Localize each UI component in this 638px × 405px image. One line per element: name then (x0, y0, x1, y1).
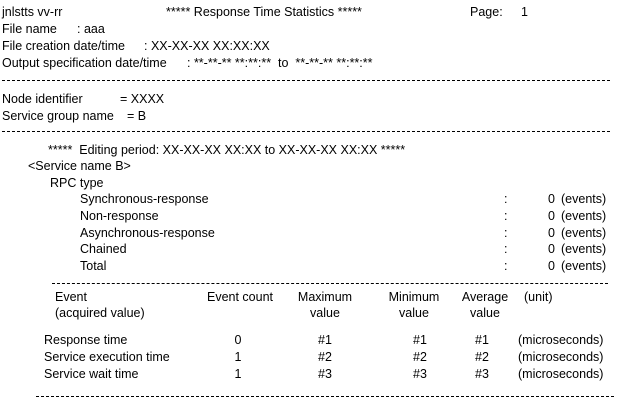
rpc-row-label: Chained (80, 242, 127, 256)
rpc-row-separator: : (504, 209, 508, 223)
separator-rule (2, 80, 610, 81)
event-row-name: Service wait time (44, 367, 139, 381)
node-identifier-value: = XXXX (120, 92, 165, 106)
rpc-row-label: Synchronous-response (80, 192, 209, 206)
rpc-row-label: Asynchronous-response (80, 226, 215, 240)
event-row-unit: (microseconds) (518, 367, 604, 381)
file-name-value: : aaa (77, 22, 105, 36)
rpc-row-label: Non-response (80, 209, 159, 223)
service-group-label: Service group name (2, 109, 114, 123)
page-label: Page: (470, 5, 503, 19)
rpc-row-unit: (events) (561, 192, 607, 206)
event-row-min: #3 (413, 367, 427, 381)
event-row-unit: (microseconds) (518, 333, 604, 347)
output-spec-value: : **-**-** **:**:** to **-**-** **:**:** (187, 56, 373, 70)
rpc-row-separator: : (504, 226, 508, 240)
rpc-row-separator: : (504, 192, 508, 206)
node-identifier-label: Node identifier (2, 92, 83, 106)
rpc-row-label: Total (80, 259, 107, 273)
header-average-value: value (470, 306, 500, 320)
file-creation-label: File creation date/time (2, 39, 125, 53)
rpc-row-unit: (events) (561, 259, 607, 273)
header-acquired-value: (acquired value) (55, 306, 145, 320)
separator-rule (52, 283, 608, 284)
event-row-max: #2 (318, 350, 332, 364)
header-average: Average (461, 290, 509, 304)
event-row-name: Response time (44, 333, 128, 347)
rpc-row-unit: (events) (561, 242, 607, 256)
rpc-row-count: 0 (548, 192, 555, 206)
header-minimum-value: value (399, 306, 429, 320)
file-name-label: File name (2, 22, 57, 36)
rpc-row-separator: : (504, 259, 508, 273)
event-row-avg: #2 (475, 350, 489, 364)
event-row-unit: (microseconds) (518, 350, 604, 364)
rpc-row-count: 0 (548, 242, 555, 256)
separator-rule (2, 131, 610, 132)
event-row-avg: #3 (475, 367, 489, 381)
event-row-count: 1 (234, 367, 242, 381)
editing-period: ***** Editing period: XX-XX-XX XX:XX to … (48, 143, 406, 157)
report-title: ***** Response Time Statistics ***** (166, 5, 362, 19)
program-name: jnlstts vv-rr (2, 5, 63, 19)
rpc-row-count: 0 (548, 209, 555, 223)
header-maximum: Maximum (297, 290, 353, 304)
rpc-row-unit: (events) (561, 226, 607, 240)
event-row-count: 0 (234, 333, 242, 347)
event-row-max: #3 (318, 367, 332, 381)
event-row-max: #1 (318, 333, 332, 347)
rpc-row-separator: : (504, 242, 508, 256)
event-row-count: 1 (234, 350, 242, 364)
header-minimum: Minimum (388, 290, 440, 304)
event-row-min: #2 (413, 350, 427, 364)
file-creation-value: : XX-XX-XX XX:XX:XX (144, 39, 270, 53)
event-row-min: #1 (413, 333, 427, 347)
page-number: 1 (521, 5, 528, 19)
header-event: Event (55, 290, 87, 304)
rpc-row-count: 0 (548, 259, 555, 273)
header-event-count: Event count (206, 290, 273, 304)
output-spec-label: Output specification date/time (2, 56, 167, 70)
rpc-row-unit: (events) (561, 209, 607, 223)
rpc-row-count: 0 (548, 226, 555, 240)
header-maximum-value: value (310, 306, 340, 320)
header-unit: (unit) (524, 290, 553, 304)
event-row-name: Service execution time (44, 350, 170, 364)
separator-rule (36, 396, 614, 397)
event-row-avg: #1 (475, 333, 489, 347)
service-group-value: = B (127, 109, 147, 123)
service-name-heading: <Service name B> (28, 159, 131, 173)
rpc-type-label: RPC type (50, 176, 104, 190)
